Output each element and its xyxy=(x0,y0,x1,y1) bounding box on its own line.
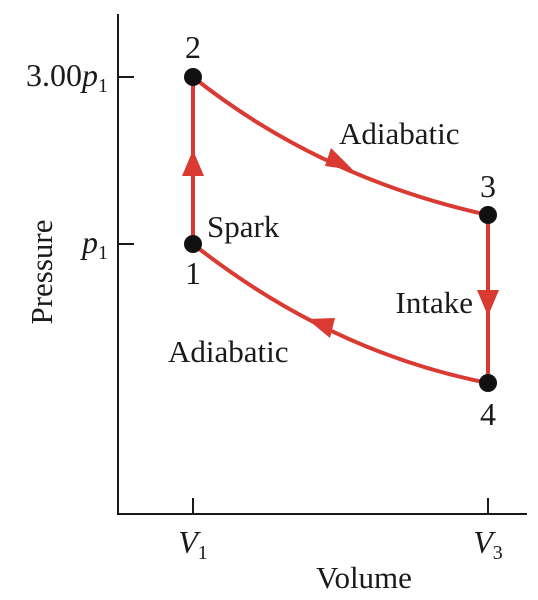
state-point-3 xyxy=(479,206,497,224)
x-tick-label-v3: V3 xyxy=(473,524,503,564)
process-label-adiabatic-top: Adiabatic xyxy=(339,116,460,151)
state-point-2 xyxy=(184,68,202,86)
process-label-adiabatic-bottom: Adiabatic xyxy=(168,334,289,369)
y-tick-label-high: 3.00p1 xyxy=(26,57,108,97)
arrow-intake xyxy=(477,290,499,316)
x-tick-label-v1: V1 xyxy=(178,524,208,564)
state-label-1: 1 xyxy=(185,255,201,291)
arrow-spark xyxy=(182,150,204,176)
process-adiabatic-compression xyxy=(191,242,489,385)
state-label-2: 2 xyxy=(185,29,201,65)
state-label-3: 3 xyxy=(480,168,496,204)
state-label-4: 4 xyxy=(480,396,496,432)
process-label-intake: Intake xyxy=(396,285,473,320)
state-point-4 xyxy=(479,374,497,392)
state-point-1 xyxy=(184,235,202,253)
y-tick-label-low: p1 xyxy=(80,224,108,264)
x-axis-title: Volume xyxy=(316,560,412,595)
process-label-spark: Spark xyxy=(207,209,280,244)
arrow-adiabatic-expansion xyxy=(325,148,353,170)
y-axis-title: Pressure xyxy=(24,219,59,324)
arrow-adiabatic-compression xyxy=(307,318,335,338)
